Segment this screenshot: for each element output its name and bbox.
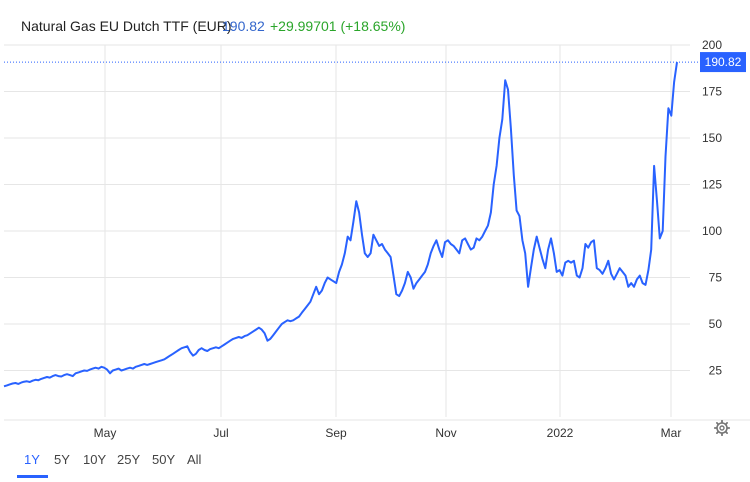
y-tick-label: 200	[702, 38, 722, 52]
range-selector: 1Y 5Y 10Y 25Y 50Y All	[0, 444, 750, 482]
series-line[interactable]	[3, 61, 678, 388]
y-tick-label: 175	[702, 85, 722, 99]
grid-lines	[4, 44, 750, 421]
y-tick-label: 100	[702, 224, 722, 238]
x-tick-label: May	[94, 426, 117, 440]
range-1y-button[interactable]: 1Y	[24, 452, 40, 467]
y-tick-label: 150	[702, 131, 722, 145]
range-all-button[interactable]: All	[187, 452, 202, 467]
x-tick-label: Sep	[325, 426, 347, 440]
range-25y-button[interactable]: 25Y	[117, 452, 141, 467]
x-tick-label: Mar	[661, 426, 682, 440]
active-range-indicator	[17, 475, 48, 478]
price-change: +29.99701 (+18.65%)	[270, 18, 406, 34]
x-axis-labels: May Jul Sep Nov 2022 Mar	[94, 426, 682, 440]
last-price-tag-bg	[700, 52, 746, 73]
y-tick-label: 75	[709, 271, 723, 285]
gear-icon[interactable]	[714, 420, 730, 436]
chart-header: Natural Gas EU Dutch TTF (EUR) 190.82 +2…	[0, 16, 690, 38]
y-tick-label: 25	[709, 364, 723, 378]
current-price: 190.82	[222, 18, 265, 34]
x-tick-label: Nov	[435, 426, 456, 440]
x-tick-label: 2022	[547, 426, 574, 440]
y-tick-label: 125	[702, 178, 722, 192]
range-50y-button[interactable]: 50Y	[152, 452, 176, 467]
y-tick-label: 50	[709, 317, 723, 331]
range-10y-button[interactable]: 10Y	[83, 452, 107, 467]
last-price-tag-label: 190.82	[705, 55, 742, 69]
range-5y-button[interactable]: 5Y	[54, 452, 70, 467]
x-tick-label: Jul	[213, 426, 228, 440]
y-axis-labels: 25 50 75 100 125 150 175 200	[702, 38, 722, 378]
instrument-title: Natural Gas EU Dutch TTF (EUR)	[21, 18, 232, 34]
last-price-tag: 190.82	[700, 52, 746, 73]
